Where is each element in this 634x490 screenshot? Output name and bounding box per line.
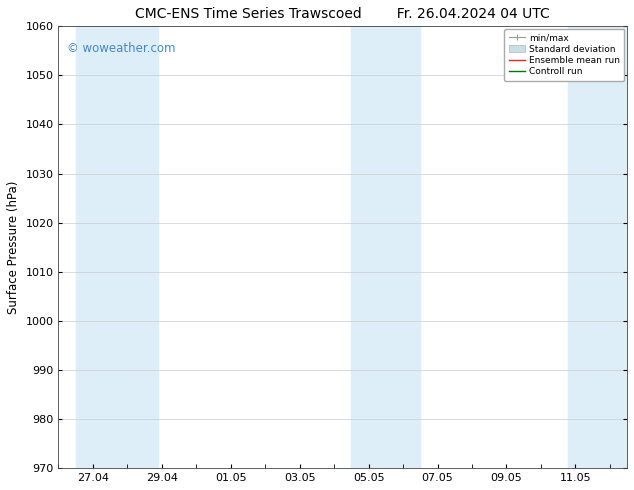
- Legend: min/max, Standard deviation, Ensemble mean run, Controll run: min/max, Standard deviation, Ensemble me…: [505, 29, 624, 81]
- Y-axis label: Surface Pressure (hPa): Surface Pressure (hPa): [7, 180, 20, 314]
- Bar: [351, 26, 420, 468]
- Title: CMC-ENS Time Series Trawscoed        Fr. 26.04.2024 04 UTC: CMC-ENS Time Series Trawscoed Fr. 26.04.…: [136, 7, 550, 21]
- Bar: [75, 26, 158, 468]
- Text: © woweather.com: © woweather.com: [67, 42, 176, 55]
- Bar: [569, 26, 627, 468]
